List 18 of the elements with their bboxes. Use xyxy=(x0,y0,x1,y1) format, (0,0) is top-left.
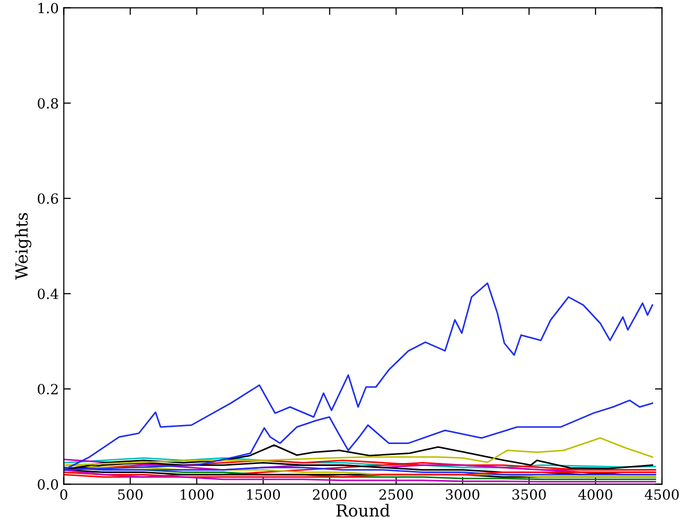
x-tick-label: 2500 xyxy=(379,489,413,500)
x-tick-label: 0 xyxy=(60,489,68,500)
y-tick-label: 1.0 xyxy=(38,2,58,14)
x-tick-label: 2000 xyxy=(312,489,346,500)
y-axis-title: Weights xyxy=(14,213,32,280)
y-tick-label: 0.6 xyxy=(38,193,58,204)
x-tick-label: 1000 xyxy=(180,489,214,500)
x-axis-title: Round xyxy=(336,504,390,517)
y-tick-label: 0.2 xyxy=(38,384,58,394)
x-tick-label: 4500 xyxy=(644,489,679,500)
x-tick-label: 3000 xyxy=(446,489,480,500)
x-tick-label: 4000 xyxy=(578,489,612,500)
x-tick-label: 500 xyxy=(118,489,143,500)
y-tick-label: 0.0 xyxy=(38,479,58,490)
x-tick-label: 3500 xyxy=(512,489,546,500)
y-tick-label: 0.4 xyxy=(38,288,58,300)
x-tick-label: 1500 xyxy=(247,489,280,500)
y-tick-label: 0.8 xyxy=(38,98,58,109)
